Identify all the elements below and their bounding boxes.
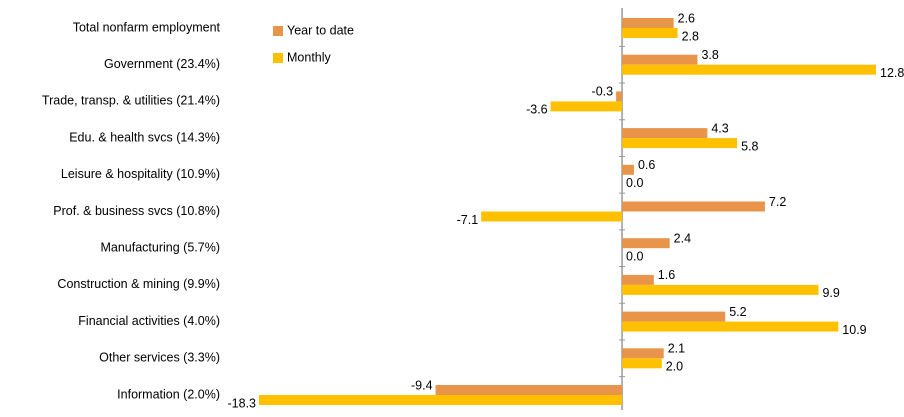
value-label: -7.1	[457, 213, 479, 227]
value-label: 12.8	[880, 66, 904, 80]
value-label: 0.0	[626, 249, 643, 263]
value-label: 3.8	[701, 48, 718, 62]
bar	[622, 274, 654, 285]
bar	[622, 54, 698, 65]
value-label: 2.4	[674, 231, 691, 245]
value-label: 0.6	[638, 158, 655, 172]
category-label: Prof. & business svcs (10.8%)	[53, 204, 220, 218]
value-label: 2.6	[678, 11, 695, 25]
value-label: 4.3	[711, 121, 728, 135]
bar	[622, 358, 662, 369]
bar	[622, 201, 765, 212]
legend-label: Year to date	[287, 23, 354, 37]
bar	[622, 128, 708, 139]
legend-swatch	[273, 53, 283, 63]
bar	[622, 28, 678, 38]
bar	[622, 64, 876, 75]
category-label: Manufacturing (5.7%)	[100, 240, 220, 254]
bar	[622, 138, 738, 149]
value-label: 2.1	[668, 342, 685, 356]
bar	[259, 395, 623, 405]
bar	[622, 348, 664, 359]
value-label: 5.8	[741, 139, 758, 153]
value-label: 1.6	[658, 268, 675, 282]
value-label: 9.9	[822, 286, 839, 300]
value-label: -0.3	[592, 85, 614, 99]
category-label: Leisure & hospitality (10.9%)	[61, 167, 220, 181]
value-label: 2.0	[666, 360, 683, 374]
value-label: 5.2	[729, 305, 746, 319]
value-label: 10.9	[842, 323, 866, 337]
category-label: Information (2.0%)	[117, 387, 220, 401]
category-label: Construction & mining (9.9%)	[57, 277, 220, 291]
value-label: 7.2	[769, 195, 786, 209]
category-label: Financial activities (4.0%)	[78, 314, 220, 328]
category-label: Other services (3.3%)	[99, 351, 220, 365]
bar	[550, 101, 623, 112]
category-label: Government (23.4%)	[104, 57, 220, 71]
category-label: Trade, transp. & utilities (21.4%)	[42, 94, 220, 108]
bar	[622, 284, 819, 295]
bar	[622, 321, 839, 332]
bar	[435, 385, 623, 395]
bar	[622, 164, 634, 175]
value-label: 0.0	[626, 176, 643, 190]
category-label: Edu. & health svcs (14.3%)	[69, 130, 220, 144]
bar	[616, 91, 623, 102]
legend-label: Monthly	[287, 50, 332, 64]
value-label: 2.8	[682, 29, 699, 43]
category-label: Total nonfarm employment	[73, 20, 221, 34]
bar	[622, 18, 674, 28]
bar	[622, 311, 726, 322]
bar	[622, 238, 670, 249]
value-label: -3.6	[526, 103, 548, 117]
legend-swatch	[273, 26, 283, 36]
value-label: -9.4	[411, 378, 433, 392]
value-label: -18.3	[228, 396, 257, 410]
bar	[481, 211, 623, 222]
